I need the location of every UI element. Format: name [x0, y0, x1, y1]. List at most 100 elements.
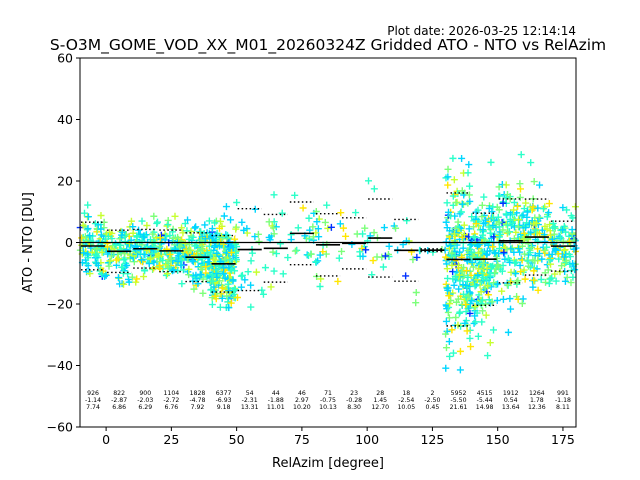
scatter-point [471, 312, 479, 320]
scatter-point [258, 286, 266, 294]
scatter-point [279, 270, 287, 278]
scatter-point [456, 248, 464, 256]
scatter-point [403, 217, 411, 225]
scatter-point [442, 218, 450, 226]
plot-date: Plot date: 2026-03-25 12:14:14 [387, 24, 576, 38]
y-tick-label: 40 [57, 112, 73, 127]
scatter-point [466, 334, 474, 342]
scatter-point [463, 277, 471, 285]
scatter-point [529, 283, 537, 291]
scatter-point [466, 289, 474, 297]
scatter-point [227, 216, 235, 224]
scatter-point [481, 219, 489, 227]
scatter-point [530, 178, 538, 186]
scatter-point [552, 277, 560, 285]
scatter-point [472, 220, 480, 228]
scatter-point [84, 262, 92, 270]
scatter-point [455, 261, 463, 269]
scatter-point [522, 224, 530, 232]
scatter-point [443, 224, 451, 232]
scatter-point [473, 254, 481, 262]
scatter-point [213, 249, 221, 257]
scatter-point [78, 234, 86, 242]
scatter-point [380, 224, 388, 232]
scatter-point [559, 226, 567, 234]
y-tick-label: −20 [47, 297, 73, 312]
scatter-point [464, 169, 472, 177]
scatter-point [449, 192, 457, 200]
scatter-point [446, 300, 454, 308]
scatter-point [548, 235, 556, 243]
scatter-point [495, 263, 503, 271]
x-tick-label: 175 [551, 432, 575, 447]
bin-count-label: 18 [402, 390, 410, 397]
scatter-point [412, 299, 420, 307]
scatter-point [445, 292, 453, 300]
bin-count-label: 822 [113, 390, 125, 397]
scatter-point [153, 218, 161, 226]
scatter-point [171, 245, 179, 253]
bin-mean-label: 0.54 [504, 397, 518, 404]
scatter-point [518, 212, 526, 220]
bin-std-label: 0.45 [426, 404, 440, 411]
scatter-point [192, 271, 200, 279]
scatter-point [224, 231, 232, 239]
scatter-point [202, 269, 210, 277]
scatter-point [442, 364, 450, 372]
scatter-point [316, 251, 324, 259]
scatter-point [98, 270, 106, 278]
scatter-point [534, 286, 542, 294]
scatter-point [479, 259, 487, 267]
scatter-point [556, 234, 564, 242]
scatter-point [478, 318, 486, 326]
bin-count-label: 5952 [451, 390, 467, 397]
scatter-point [454, 321, 462, 329]
scatter-point [477, 288, 485, 296]
scatter-point [506, 215, 514, 223]
scatter-point [512, 258, 520, 266]
scatter-point [381, 252, 389, 260]
scatter-point [184, 216, 192, 224]
scatter-point [504, 191, 512, 199]
scatter-point [542, 278, 550, 286]
scatter-point [234, 294, 242, 302]
scatter-point [504, 228, 512, 236]
scatter-point [445, 314, 453, 322]
scatter-point [516, 248, 524, 256]
scatter-point [336, 220, 344, 228]
scatter-point [555, 232, 563, 240]
scatter-point [163, 222, 171, 230]
y-tick-label: 0 [65, 235, 73, 250]
scatter-point [454, 218, 462, 226]
scatter-point [493, 296, 501, 304]
scatter-point [108, 235, 116, 243]
scatter-point [462, 300, 470, 308]
scatter-point [118, 231, 126, 239]
scatter-point [370, 185, 378, 193]
scatter-point [131, 252, 139, 260]
scatter-point [552, 246, 560, 254]
scatter-point [514, 244, 522, 252]
scatter-point [379, 263, 387, 271]
scatter-point [487, 158, 495, 166]
scatter-point [442, 301, 450, 309]
scatter-point [526, 249, 534, 257]
scatter-point [517, 255, 525, 263]
scatter-point [541, 222, 549, 230]
scatter-point [548, 250, 556, 258]
scatter-point [527, 228, 535, 236]
scatter-point [546, 256, 554, 264]
scatter-point [482, 311, 490, 319]
scatter-point [520, 266, 528, 274]
scatter-point [563, 206, 571, 214]
scatter-point [255, 238, 263, 246]
scatter-point [506, 295, 514, 303]
scatter-point [559, 204, 567, 212]
scatter-point [359, 230, 367, 238]
scatter-point [210, 259, 218, 267]
scatter-point [385, 242, 393, 250]
scatter-point [484, 282, 492, 290]
scatter-point [185, 246, 193, 254]
scatter-point [514, 277, 522, 285]
scatter-point [485, 205, 493, 213]
